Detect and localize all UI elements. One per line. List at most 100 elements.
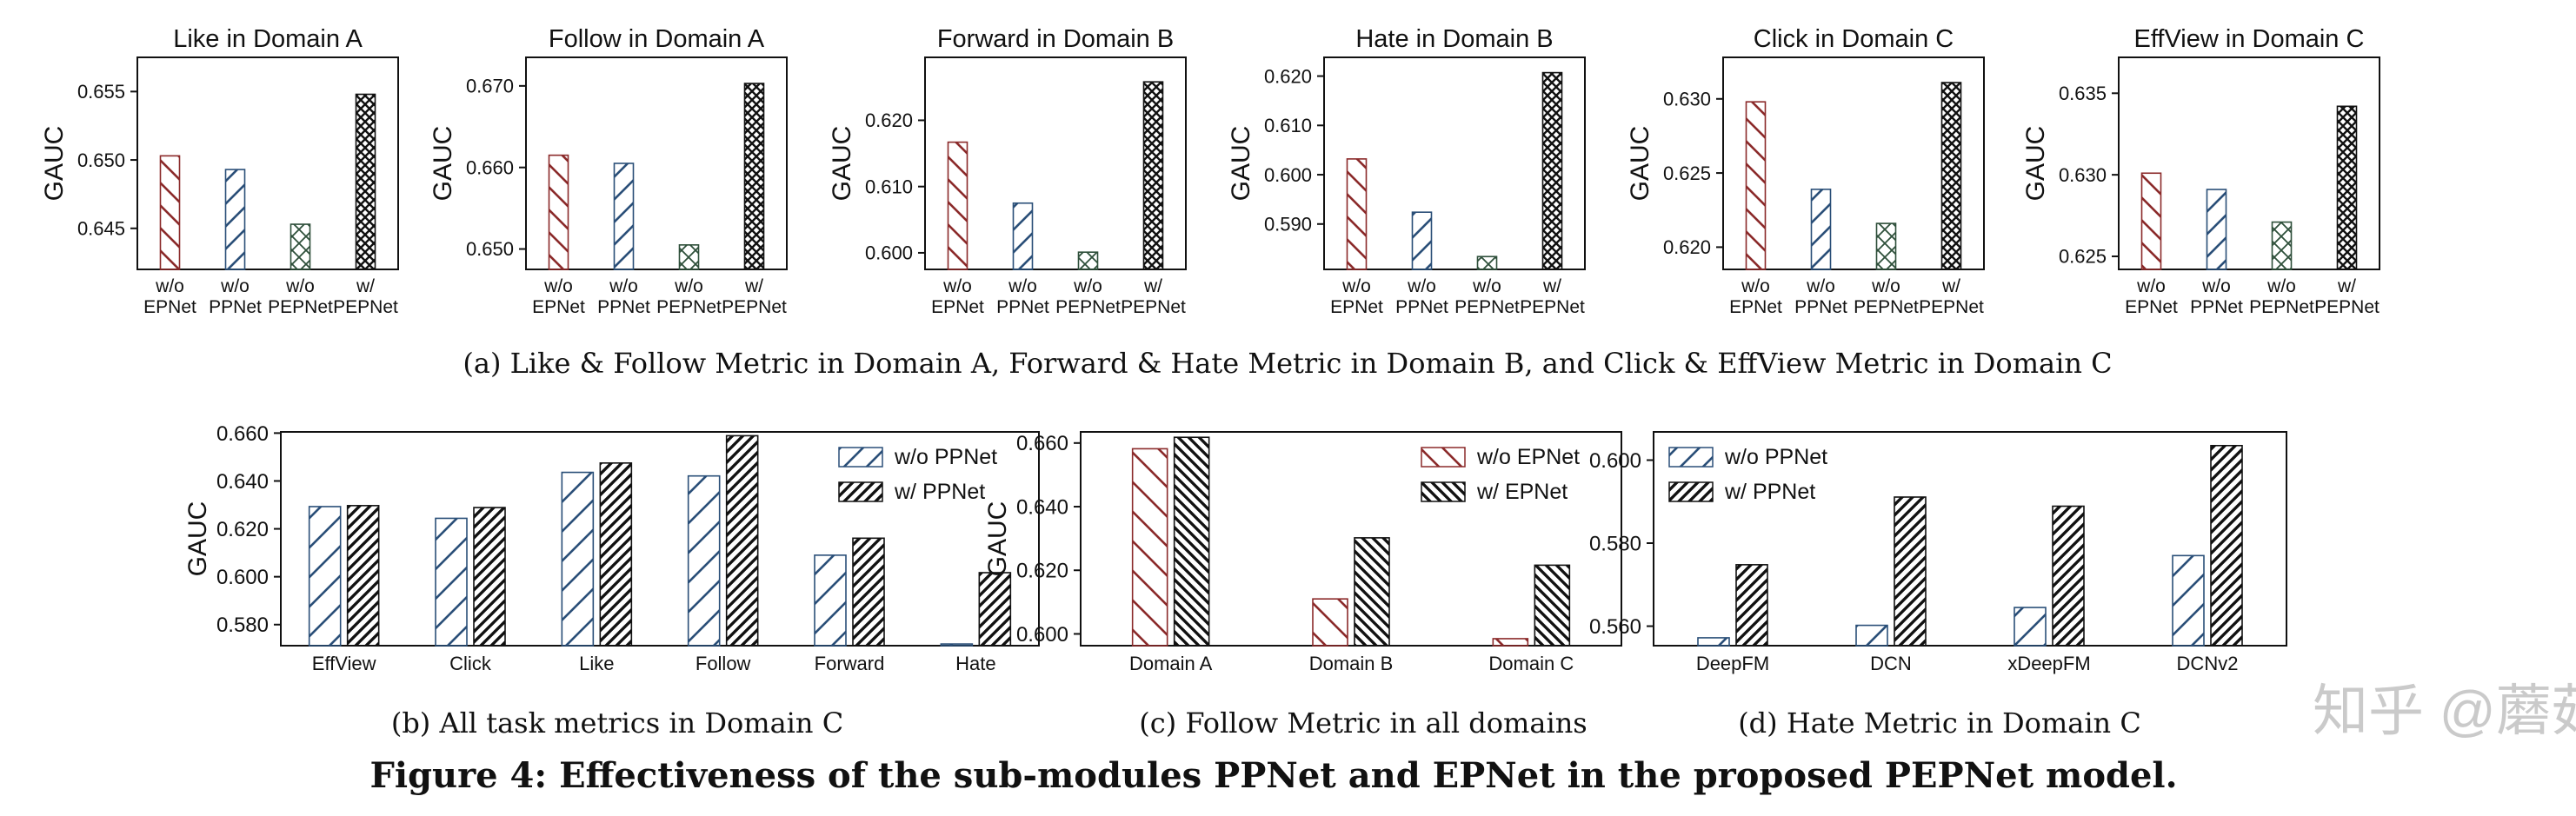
x-tick-label: w/o xyxy=(1871,276,1900,296)
plot-frame xyxy=(280,431,1040,647)
bar xyxy=(2052,505,2085,647)
x-tick-label: EPNet xyxy=(931,297,984,317)
bar xyxy=(725,435,759,647)
legend-label: w/o PPNet xyxy=(1724,445,1827,469)
legend-label: w/o PPNet xyxy=(894,445,997,469)
x-tick-label: EPNet xyxy=(143,297,196,317)
chart-b: 0.580 0.600 0.620 0.640 0.660 GAUC EffView Clic… xyxy=(183,422,1040,674)
y-axis-label: GAUC xyxy=(828,126,856,202)
bar xyxy=(1534,564,1571,647)
chart-a4: 0.590 0.600 0.610 0.620 GAUC Hate in Domain B… xyxy=(1227,25,1586,317)
bar xyxy=(355,93,376,270)
x-tick-label: w/o xyxy=(942,276,972,296)
bar xyxy=(2172,554,2205,647)
y-tick-label: 0.580 xyxy=(216,614,269,637)
y-tick-label: 0.630 xyxy=(2059,164,2107,186)
bar xyxy=(1411,211,1433,270)
x-tick-label: w/o xyxy=(609,276,638,296)
chart-title: Like in Domain A xyxy=(173,25,363,53)
x-tick-label: w/o xyxy=(543,276,573,296)
x-tick-label: DCNv2 xyxy=(2177,653,2239,674)
bar xyxy=(346,505,380,647)
bar xyxy=(947,141,968,270)
bar xyxy=(224,169,246,270)
bar xyxy=(1476,255,1498,270)
y-tick-label: 0.600 xyxy=(216,566,269,589)
legend-swatch xyxy=(838,481,883,502)
y-axis-label: GAUC xyxy=(2021,126,2050,202)
x-tick-label: w/o xyxy=(1407,276,1436,296)
x-tick-label: PEPNet xyxy=(268,297,333,317)
chart-c: 0.600 0.620 0.640 0.660 GAUC Domain A Domain B… xyxy=(983,431,1622,674)
chart-title: Forward in Domain B xyxy=(937,25,1174,53)
x-tick-label: PEPNet xyxy=(1055,297,1121,317)
bar xyxy=(1745,101,1767,270)
bar xyxy=(2210,444,2243,647)
x-tick-label: w/ xyxy=(1941,276,1960,296)
bar xyxy=(2014,607,2047,647)
x-tick-label: w/o xyxy=(2266,276,2296,296)
x-tick-label: PEPNet xyxy=(1520,297,1585,317)
y-axis-label: GAUC xyxy=(1227,126,1255,202)
x-tick-label: EPNet xyxy=(1330,297,1383,317)
legend-label: w/ PPNet xyxy=(894,480,985,504)
x-tick-label: PEPNet xyxy=(333,297,398,317)
subcaption-a: (a) Like & Follow Metric in Domain A, Fo… xyxy=(463,347,2112,380)
y-tick-label: 0.660 xyxy=(216,422,269,446)
chart-title: Follow in Domain A xyxy=(549,25,765,53)
bar xyxy=(435,517,468,647)
y-tick-label: 0.670 xyxy=(466,76,514,97)
y-tick-label: 0.600 xyxy=(1264,164,1312,186)
x-tick-label: Domain C xyxy=(1488,653,1574,674)
x-tick-label: w/o xyxy=(674,276,703,296)
plot-frame xyxy=(136,56,399,270)
x-tick-label: PEPNet xyxy=(2249,297,2314,317)
chart-title: Hate in Domain B xyxy=(1355,25,1553,53)
y-axis-label: GAUC xyxy=(983,501,1012,577)
chart-a2: 0.650 0.660 0.670 GAUC Follow in Domain A w/o… xyxy=(429,25,788,317)
y-tick-label: 0.600 xyxy=(1016,623,1068,647)
plot-frame xyxy=(924,56,1187,270)
y-axis-label: GAUC xyxy=(429,126,457,202)
x-tick-label: PPNet xyxy=(996,297,1049,317)
x-tick-label: w/ xyxy=(744,276,763,296)
bar xyxy=(1810,189,1832,270)
y-tick-label: 0.625 xyxy=(1663,163,1711,184)
x-tick-label: PEPNet xyxy=(1919,297,1984,317)
bar xyxy=(678,244,700,270)
bar xyxy=(613,163,635,270)
bar xyxy=(1346,158,1368,270)
y-tick-label: 0.645 xyxy=(77,217,125,239)
bar xyxy=(159,155,181,270)
bar xyxy=(978,572,1012,647)
bar xyxy=(1077,251,1099,270)
x-tick-label: PPNet xyxy=(597,297,650,317)
y-tick-label: 0.640 xyxy=(1016,495,1068,519)
x-tick-label: PEPNet xyxy=(1454,297,1520,317)
bar xyxy=(1855,624,1888,647)
bar xyxy=(940,643,974,647)
bar xyxy=(1875,222,1897,270)
y-tick-label: 0.640 xyxy=(216,470,269,494)
bar xyxy=(2336,105,2358,270)
legend-swatch xyxy=(1668,447,1714,468)
bar xyxy=(1173,436,1210,647)
y-tick-label: 0.660 xyxy=(466,156,514,178)
x-tick-label: Hate xyxy=(955,653,995,674)
y-tick-label: 0.610 xyxy=(1264,115,1312,136)
y-tick-label: 0.650 xyxy=(466,238,514,260)
x-tick-label: w/o xyxy=(1008,276,1037,296)
y-tick-label: 0.560 xyxy=(1589,615,1641,639)
x-tick-label: EPNet xyxy=(532,297,585,317)
x-tick-label: w/o xyxy=(1472,276,1501,296)
legend-label: w/ EPNet xyxy=(1476,480,1568,504)
bar xyxy=(1492,638,1529,647)
legend-swatch xyxy=(1668,481,1714,502)
subcaption-d: (d) Hate Metric in Domain C xyxy=(1738,707,2141,740)
x-tick-label: DCN xyxy=(1870,653,1912,674)
y-tick-label: 0.620 xyxy=(1663,236,1711,258)
y-tick-label: 0.635 xyxy=(2059,83,2107,104)
x-tick-label: w/o xyxy=(1341,276,1371,296)
bar xyxy=(1312,598,1348,647)
x-tick-label: w/o xyxy=(2136,276,2166,296)
